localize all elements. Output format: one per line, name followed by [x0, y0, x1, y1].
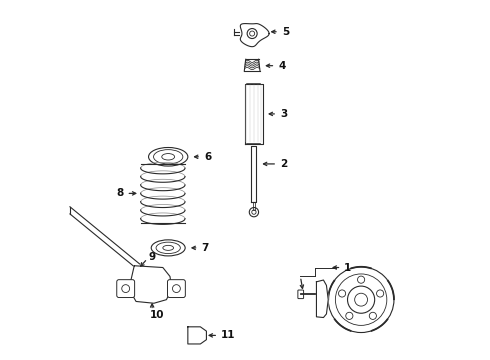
- Circle shape: [247, 28, 257, 39]
- Circle shape: [249, 207, 259, 217]
- Circle shape: [376, 290, 384, 297]
- Polygon shape: [240, 24, 269, 47]
- FancyBboxPatch shape: [117, 280, 135, 297]
- Circle shape: [369, 312, 376, 319]
- Text: 3: 3: [280, 109, 287, 119]
- Text: 2: 2: [280, 159, 287, 169]
- Text: 10: 10: [149, 310, 164, 320]
- Polygon shape: [317, 280, 328, 318]
- Polygon shape: [129, 266, 172, 303]
- Polygon shape: [188, 327, 206, 344]
- Text: 5: 5: [282, 27, 289, 37]
- Text: 1: 1: [344, 262, 351, 273]
- Circle shape: [346, 312, 353, 319]
- Circle shape: [339, 290, 345, 297]
- Circle shape: [358, 276, 365, 283]
- Ellipse shape: [148, 148, 188, 166]
- FancyBboxPatch shape: [298, 290, 304, 298]
- FancyBboxPatch shape: [168, 280, 185, 297]
- Text: 8: 8: [116, 188, 123, 198]
- Text: 11: 11: [221, 330, 236, 341]
- Text: 6: 6: [204, 152, 211, 162]
- Text: 4: 4: [278, 61, 286, 71]
- Text: 9: 9: [149, 252, 156, 262]
- Circle shape: [328, 267, 394, 333]
- Ellipse shape: [151, 240, 185, 256]
- Text: 7: 7: [201, 243, 209, 253]
